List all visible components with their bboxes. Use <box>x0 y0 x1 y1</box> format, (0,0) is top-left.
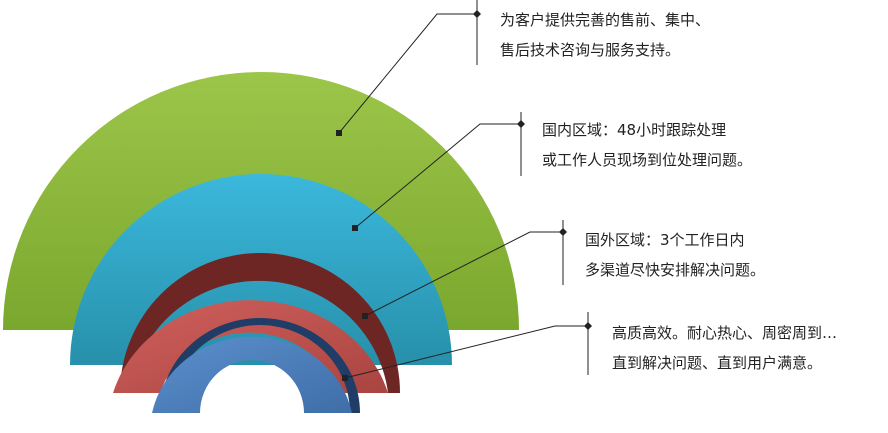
connector-inner <box>344 325 588 379</box>
layer-inner-arc <box>152 336 352 413</box>
connector-outer <box>338 13 477 134</box>
connector-inner-dot <box>342 375 348 381</box>
label-inner-line-2: 直到解决问题、直到用户满意。 <box>612 354 823 372</box>
label-outer: 为客户提供完善的售前、集中、 售后技术咨询与服务支持。 <box>500 5 710 65</box>
layer-third-arc <box>113 300 388 393</box>
bracket-third-diamond <box>559 228 567 236</box>
label-inner: 高质高效。耐心热心、周密周到… 直到解决问题、直到用户满意。 <box>612 318 837 378</box>
label-second-line-2: 或工作人员现场到位处理问题。 <box>542 151 753 169</box>
connector-third <box>364 231 563 317</box>
label-third-line-2: 多渠道尽快安排解决问题。 <box>585 261 766 279</box>
label-outer-line-2: 售后技术咨询与服务支持。 <box>500 41 681 59</box>
label-third: 国外区域：3个工作日内 多渠道尽快安排解决问题。 <box>585 225 765 285</box>
bracket-outer-diamond <box>473 10 481 18</box>
layer-third-arc-side <box>120 253 400 393</box>
connector-third-dot <box>362 313 368 319</box>
label-outer-line-1: 为客户提供完善的售前、集中、 <box>500 11 711 29</box>
connector-outer-dot <box>336 130 342 136</box>
label-second: 国内区域：48小时跟踪处理 或工作人员现场到位处理问题。 <box>542 115 752 175</box>
label-second-line-1: 国内区域：48小时跟踪处理 <box>542 121 727 139</box>
connector-second <box>354 123 521 229</box>
connector-second-dot <box>352 225 358 231</box>
label-inner-line-1: 高质高效。耐心热心、周密周到… <box>612 324 838 342</box>
bracket-second-diamond <box>517 120 525 128</box>
label-third-line-1: 国外区域：3个工作日内 <box>585 231 745 249</box>
bracket-inner-diamond <box>584 322 592 330</box>
